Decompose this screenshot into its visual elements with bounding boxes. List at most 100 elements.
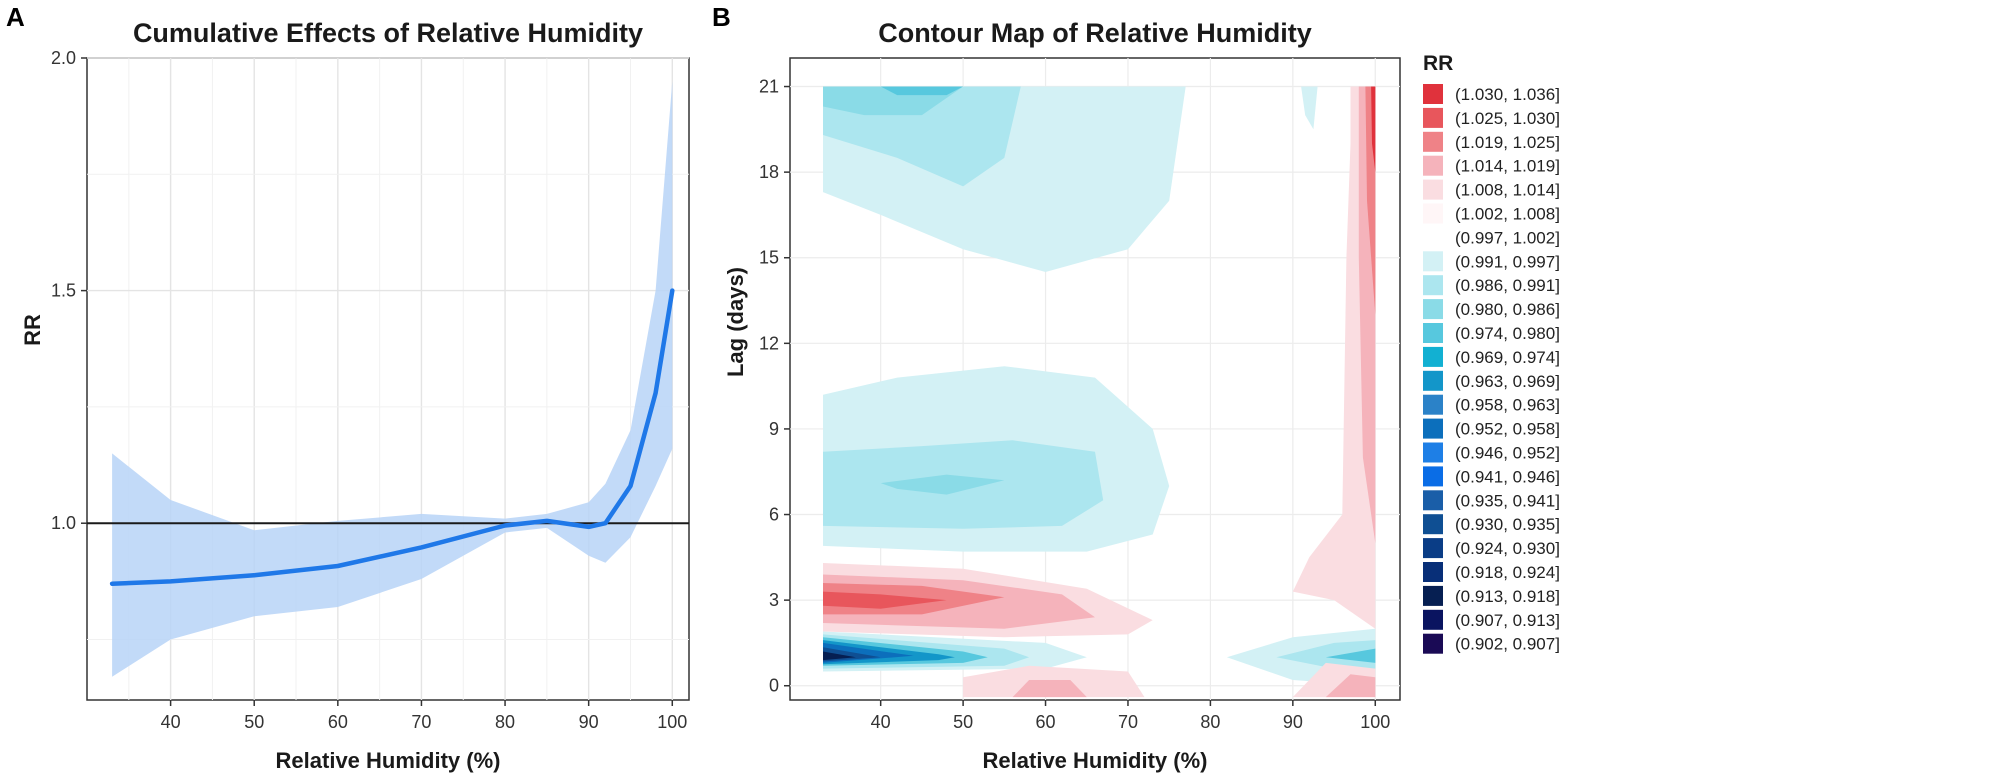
legend-swatch (1423, 514, 1443, 535)
legend-swatch (1423, 609, 1443, 630)
legend-swatch (1423, 633, 1443, 654)
x-tick-label: 60 (328, 712, 348, 732)
legend-label: (1.025, 1.030] (1455, 109, 1560, 128)
contour-region (1325, 674, 1376, 698)
x-tick-label: 50 (244, 712, 264, 732)
contour-region (1292, 86, 1376, 629)
x-tick-label: 60 (1036, 712, 1056, 732)
legend-label: (0.952, 0.958] (1455, 420, 1560, 439)
rr-curve (109, 288, 675, 586)
legend-label: (0.969, 0.974] (1455, 348, 1560, 367)
panel-b-y-axis: 0 3 6 9 12 15 18 21 (759, 77, 790, 696)
legend-swatch (1423, 84, 1443, 104)
x-tick-label: 80 (495, 712, 515, 732)
legend-swatch (1423, 131, 1443, 152)
legend-swatch (1423, 585, 1443, 606)
legend-label: (0.924, 0.930] (1455, 539, 1560, 558)
panel-a: A Cumulative Effects of Relative Humidit… (6, 2, 690, 773)
panel-b-x-axis: 40 50 60 70 80 90 100 (871, 700, 1390, 732)
legend-swatch (1423, 275, 1443, 296)
legend-label: (0.941, 0.946] (1455, 467, 1560, 486)
contour-region (1012, 680, 1087, 698)
panel-b-x-label: Relative Humidity (%) (983, 748, 1208, 773)
y-tick-label: 18 (759, 162, 779, 182)
legend-label: (1.002, 1.008] (1455, 205, 1560, 224)
contour-region (1325, 648, 1376, 663)
legend-swatch (1423, 466, 1443, 487)
legend-label: (0.902, 0.907] (1455, 635, 1560, 654)
legend-label: (1.014, 1.019] (1455, 157, 1560, 176)
legend-swatch (1423, 107, 1443, 128)
legend-label: (0.930, 0.935] (1455, 515, 1560, 534)
legend-swatch (1423, 323, 1443, 343)
legend-swatch (1423, 442, 1443, 463)
legend: RR (1.030, 1.036] (1.025, 1.030] (1.019, 1… (1422, 52, 1560, 654)
legend-swatch (1423, 299, 1443, 320)
panel-a-x-axis: 40 50 60 70 80 90 100 (161, 700, 687, 732)
legend-label: (0.913, 0.918] (1455, 587, 1560, 606)
y-tick-label: 12 (759, 333, 779, 353)
y-tick-label: 9 (769, 419, 779, 439)
legend-label: (0.980, 0.986] (1455, 300, 1560, 319)
x-tick-label: 50 (953, 712, 973, 732)
y-tick-label: 15 (759, 248, 779, 268)
x-tick-label: 70 (1118, 712, 1138, 732)
legend-swatch (1423, 394, 1443, 415)
legend-swatch (1423, 490, 1443, 511)
legend-swatch (1423, 179, 1443, 200)
y-tick-label: 2.0 (51, 48, 76, 68)
legend-label: (1.019, 1.025] (1455, 133, 1560, 152)
legend-swatch (1423, 346, 1443, 367)
contour-region (880, 474, 1005, 495)
panel-b-y-label: Lag (days) (723, 267, 748, 377)
legend-label: (0.935, 0.941] (1455, 491, 1560, 510)
legend-title: RR (1423, 52, 1453, 75)
panel-b-title: Contour Map of Relative Humidity (878, 18, 1312, 48)
x-tick-label: 40 (161, 712, 181, 732)
x-tick-label: 90 (579, 712, 599, 732)
panel-a-title: Cumulative Effects of Relative Humidity (133, 18, 643, 48)
panel-b: B Contour Map of Relative Humidity 40 50 6… (712, 2, 1401, 773)
contour-region (1371, 86, 1376, 173)
legend-label: (0.946, 0.952] (1455, 444, 1560, 463)
x-tick-label: 70 (411, 712, 431, 732)
legend-swatch (1422, 226, 1444, 248)
panel-a-y-label: RR (20, 314, 45, 346)
legend-label: (0.918, 0.924] (1455, 563, 1560, 582)
contour-region (1301, 86, 1318, 130)
x-tick-label: 40 (871, 712, 891, 732)
legend-label: (0.974, 0.980] (1455, 324, 1560, 343)
legend-label: (0.907, 0.913] (1455, 611, 1560, 630)
y-tick-label: 1.0 (51, 513, 76, 533)
confidence-band (112, 81, 673, 677)
x-tick-label: 80 (1200, 712, 1220, 732)
y-tick-label: 6 (769, 505, 779, 525)
legend-items: (1.030, 1.036] (1.025, 1.030] (1.019, 1.02… (1422, 84, 1560, 654)
legend-swatch (1423, 370, 1443, 391)
panel-b-contours (823, 86, 1376, 698)
panel-a-y-axis: 1.0 1.5 2.0 (51, 48, 87, 533)
legend-label: (0.991, 0.997] (1455, 252, 1560, 271)
contour-region (823, 651, 856, 661)
legend-swatch (1423, 155, 1443, 176)
panel-b-letter: B (712, 2, 731, 32)
x-tick-label: 100 (657, 712, 687, 732)
y-tick-label: 0 (769, 676, 779, 696)
legend-swatch (1423, 203, 1443, 224)
legend-label: (1.008, 1.014] (1455, 181, 1560, 200)
legend-label: (0.958, 0.963] (1455, 396, 1560, 415)
legend-label: (0.997, 1.002] (1455, 228, 1560, 247)
x-tick-label: 100 (1360, 712, 1390, 732)
contour-region (823, 591, 947, 609)
y-tick-label: 21 (759, 77, 779, 97)
y-tick-label: 3 (769, 590, 779, 610)
y-tick-label: 1.5 (51, 281, 76, 301)
legend-swatch (1423, 251, 1443, 272)
contour-region (880, 86, 964, 96)
x-tick-label: 90 (1283, 712, 1303, 732)
panel-a-letter: A (6, 2, 25, 32)
legend-swatch (1423, 418, 1443, 439)
legend-label: (0.986, 0.991] (1455, 276, 1560, 295)
panel-a-x-label: Relative Humidity (%) (276, 748, 501, 773)
